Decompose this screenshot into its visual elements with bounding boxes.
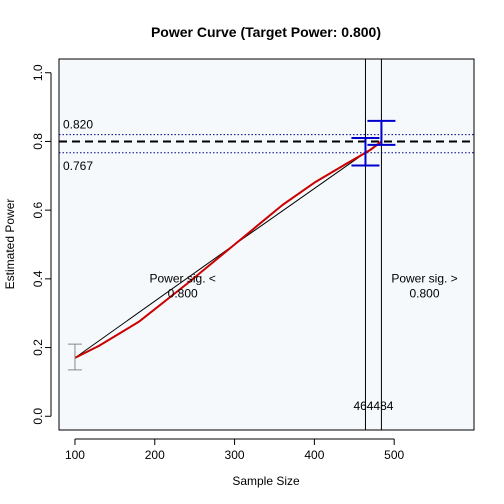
y-tick-label-0.8: 0.8 [31, 133, 45, 150]
error-bar-464 [351, 137, 380, 167]
annotation-above-line-1: 0.800 [410, 286, 440, 300]
error-bar-484 [367, 119, 396, 146]
y-axis: 0.0 0.2 0.4 0.6 0.8 1.0 [31, 64, 52, 425]
annotation-below-line-0: Power sig. < [150, 271, 216, 285]
annotation-above-line-0: Power sig. > [391, 271, 457, 285]
x-tick-label-400: 400 [304, 448, 324, 462]
error-bars [67, 119, 396, 371]
x-tick-label-300: 300 [225, 448, 245, 462]
x-tick-label-500: 500 [384, 448, 404, 462]
y-tick-label-0.0: 0.0 [31, 408, 45, 425]
y-tick-label-0.2: 0.2 [31, 339, 45, 356]
vline-label-484: 484 [373, 399, 393, 413]
power-curve-line [74, 140, 383, 359]
y-tick-label-0.4: 0.4 [31, 270, 45, 287]
x-tick-label-100: 100 [65, 448, 85, 462]
error-bar-100 [67, 343, 82, 371]
x-tick-label-200: 200 [145, 448, 165, 462]
vline-label-464: 464 [353, 399, 373, 413]
chart-title: Power Curve (Target Power: 0.800) [151, 24, 381, 40]
y-tick-label-0.6: 0.6 [31, 201, 45, 218]
ci-upper-label: 0.820 [63, 118, 93, 132]
x-axis: 100 200 300 400 500 [65, 438, 405, 462]
x-axis-label: Sample Size [232, 474, 300, 488]
ci-lower-label: 0.767 [63, 159, 93, 173]
annotation-below-line-1: 0.800 [168, 286, 198, 300]
y-axis-label: Estimated Power [3, 199, 17, 290]
series-lines [74, 140, 383, 359]
plot-area [58, 58, 475, 431]
y-tick-label-1.0: 1.0 [31, 64, 45, 81]
ci-band-lines [59, 134, 474, 154]
